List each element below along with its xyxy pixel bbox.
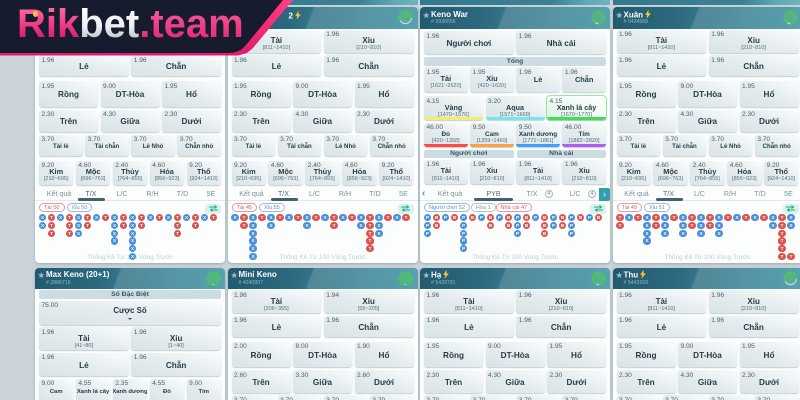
- svg-text:14: 14: [786, 274, 795, 283]
- svg-text:37: 37: [209, 274, 218, 283]
- svg-text:44: 44: [401, 274, 410, 283]
- svg-text:34: 34: [594, 274, 603, 283]
- svg-text:4: 4: [596, 13, 601, 22]
- svg-text:14: 14: [401, 13, 410, 22]
- svg-text:4: 4: [788, 13, 793, 22]
